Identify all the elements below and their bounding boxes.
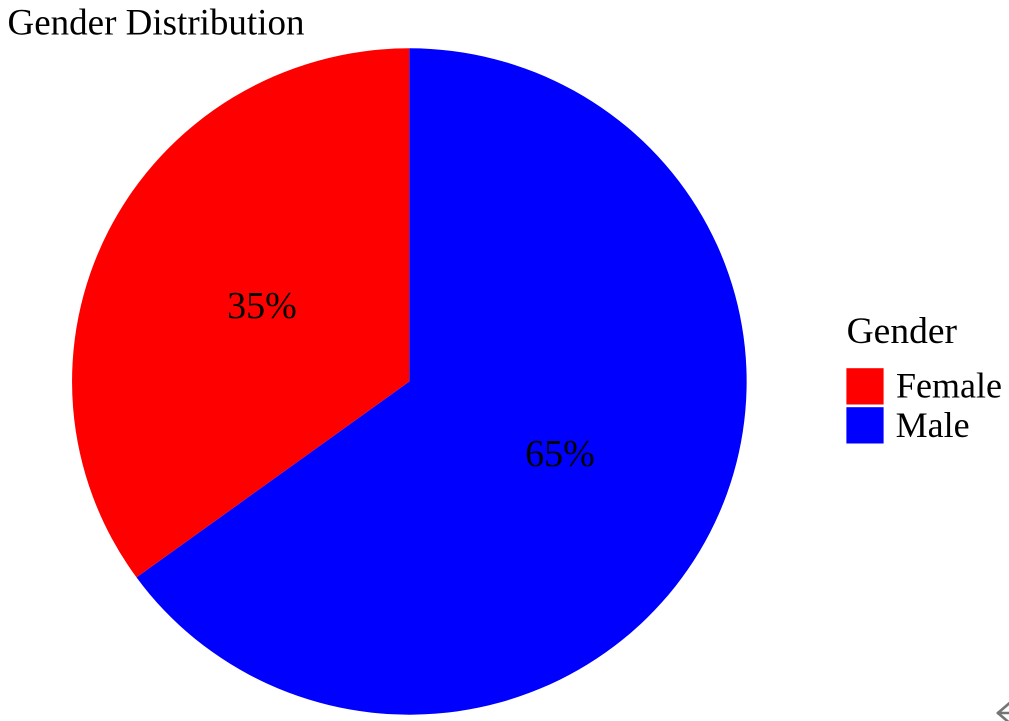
svg-text:Gender: Gender <box>847 311 958 352</box>
svg-text:65%: 65% <box>525 433 595 475</box>
svg-text:35%: 35% <box>227 285 297 327</box>
svg-text:Male: Male <box>896 405 970 445</box>
svg-text:Gender Distribution: Gender Distribution <box>8 3 305 44</box>
svg-text:Female: Female <box>896 366 1002 406</box>
